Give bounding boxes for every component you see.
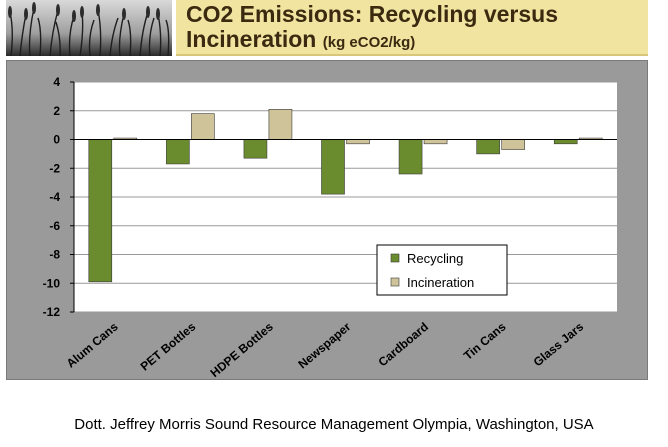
y-tick-label: -12 — [43, 305, 61, 319]
chart-panel: 4 2 0 -2 -4 -6 -8 -10 -12 Alum Cans PET Bottles HDP… — [6, 60, 648, 380]
x-tick-label: HDPE Bottles — [208, 319, 276, 379]
incineration-bar — [346, 139, 370, 145]
legend-label-incineration: Incineration — [407, 275, 474, 290]
y-tick-label: -2 — [49, 161, 60, 175]
chart-title-banner: CO2 Emissions: Recycling versus Incinera… — [176, 0, 648, 56]
wheat-field-photo-icon — [6, 0, 172, 56]
recycling-bar — [553, 139, 578, 145]
incineration-bar — [268, 109, 293, 140]
x-tick-label: Tin Cans — [461, 319, 509, 362]
x-tick-label: Newspaper — [295, 319, 353, 371]
legend-label-recycling: Recycling — [407, 251, 463, 266]
chart-title-line2: Incineration (kg eCO2/kg) — [186, 27, 648, 55]
x-tick-label: PET Bottles — [138, 319, 199, 373]
incineration-bar — [501, 139, 525, 150]
incineration-bar — [423, 139, 448, 145]
incineration-bar — [191, 113, 215, 140]
chart-title-line2-text: Incineration — [186, 26, 317, 52]
y-tick-label: -6 — [49, 219, 60, 233]
y-tick-label: 0 — [53, 133, 60, 147]
legend-swatch-incineration — [390, 277, 400, 287]
recycling-bar — [476, 139, 500, 155]
chart-title-unit: (kg eCO2/kg) — [322, 34, 416, 51]
legend: Recycling Incineration — [376, 244, 508, 296]
recycling-bar — [88, 139, 113, 283]
recycling-bar — [243, 139, 268, 159]
chart-title-line1: CO2 Emissions: Recycling versus — [186, 1, 558, 27]
x-tick-label: Cardboard — [376, 320, 431, 370]
recycling-bar — [321, 139, 345, 195]
recycling-bar — [166, 139, 190, 165]
y-tick-label: -10 — [43, 276, 61, 290]
x-tick-label: Glass Jars — [531, 319, 587, 369]
header-wheat-photo — [6, 0, 172, 56]
y-tick-label: -4 — [49, 190, 60, 204]
source-caption: Dott. Jeffrey Morris Sound Resource Mana… — [74, 416, 594, 433]
x-tick-label: Alum Cans — [64, 319, 121, 370]
y-tick-label: 4 — [53, 75, 60, 89]
y-tick-label: -8 — [49, 248, 60, 262]
y-tick-label: 2 — [53, 104, 60, 118]
legend-swatch-recycling — [390, 253, 400, 263]
legend-box — [376, 244, 508, 296]
recycling-bar — [398, 139, 423, 175]
bars — [88, 109, 603, 283]
